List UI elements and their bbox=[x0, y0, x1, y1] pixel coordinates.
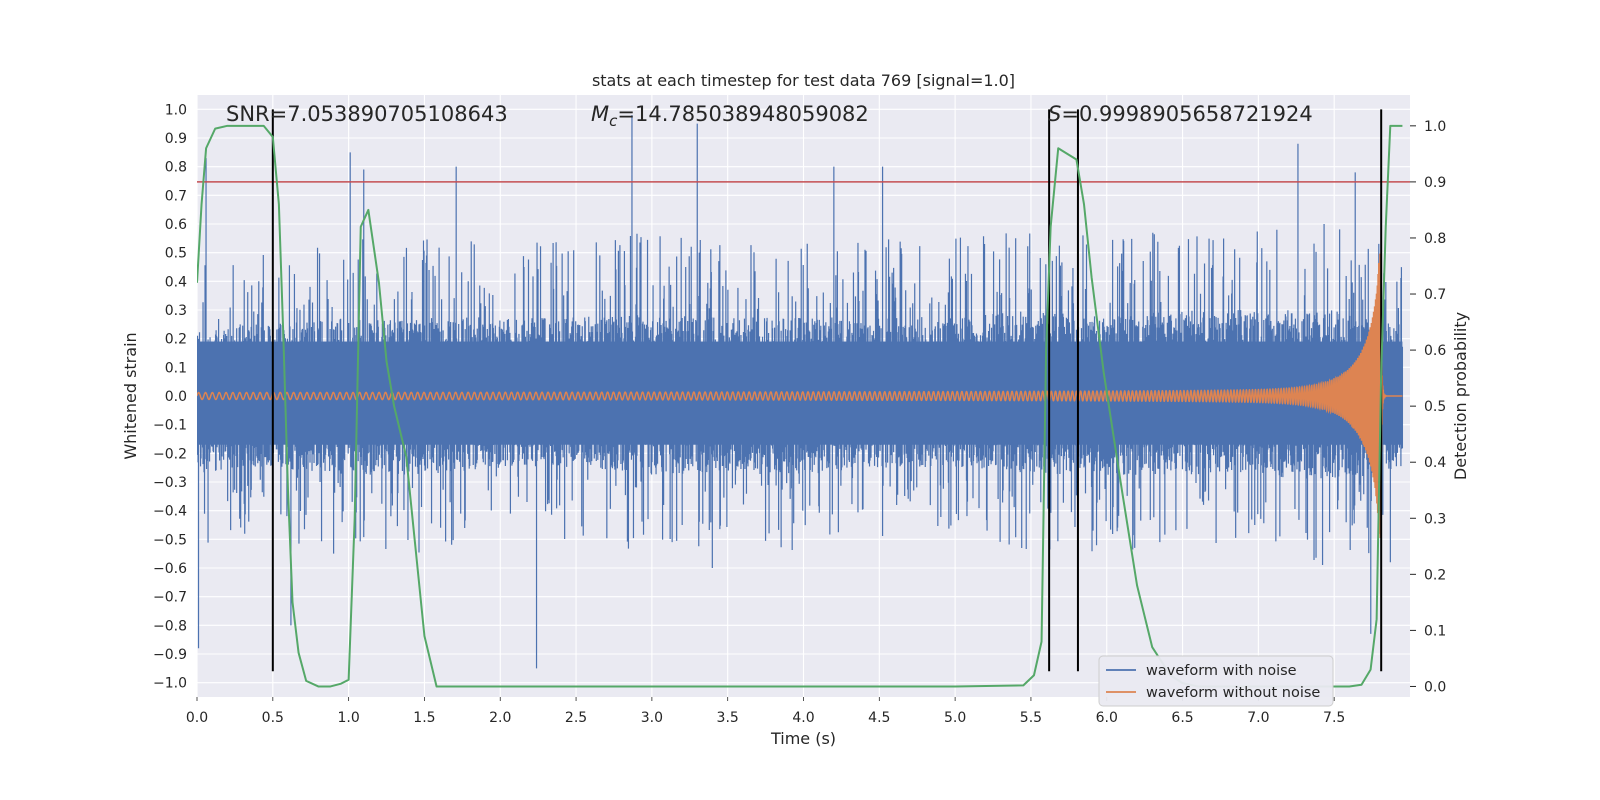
legend-label-noise: waveform with noise bbox=[1146, 663, 1297, 679]
y-tick-label: −0.4 bbox=[153, 504, 187, 520]
y-tick-label: −0.6 bbox=[153, 561, 187, 577]
chirp-mass-annotation: Mc=14.785038948059082 bbox=[591, 102, 869, 130]
x-tick-label: 3.5 bbox=[717, 710, 739, 726]
y2-axis-label: Detection probability bbox=[1451, 312, 1470, 480]
y-tick-label: 0.4 bbox=[165, 274, 187, 290]
x-tick-label: 0.5 bbox=[262, 710, 284, 726]
chirp-mass-symbol: M bbox=[591, 102, 609, 126]
x-tick-label: 6.0 bbox=[1096, 710, 1118, 726]
axes-ticks: 0.0 0.5 1.0 1.5 2.0 2.5 3.0 3.5 4.0 4.5 5.0 5.5 6.0 6… bbox=[153, 102, 1446, 726]
y-tick-label: 0.1 bbox=[165, 360, 187, 376]
series-waveform-without-noise bbox=[197, 253, 1403, 539]
x-tick-label: 7.5 bbox=[1323, 710, 1345, 726]
score-symbol: S bbox=[1048, 102, 1061, 126]
chart-title: stats at each timestep for test data 769… bbox=[592, 71, 1015, 90]
y-axis-label: Whitened strain bbox=[121, 332, 140, 459]
x-tick-label: 5.0 bbox=[944, 710, 966, 726]
legend-label-clean: waveform without noise bbox=[1146, 685, 1320, 701]
y2-tick-label: 0.3 bbox=[1424, 511, 1446, 527]
y2-tick-label: 0.2 bbox=[1424, 567, 1446, 583]
score-value: =0.9998905658721924 bbox=[1061, 102, 1312, 126]
y-tick-label: 0.5 bbox=[165, 246, 187, 262]
y-tick-label: −0.2 bbox=[153, 446, 187, 462]
y-tick-label: 0.6 bbox=[165, 217, 187, 233]
x-tick-label: 3.0 bbox=[641, 710, 663, 726]
plot-area bbox=[197, 109, 1410, 688]
y-tick-label: −0.9 bbox=[153, 647, 187, 663]
x-tick-label: 2.5 bbox=[565, 710, 587, 726]
y2-tick-label: 0.4 bbox=[1424, 455, 1446, 471]
y-tick-label: 0.8 bbox=[165, 160, 187, 176]
legend-box bbox=[1098, 655, 1334, 707]
y2-tick-label: 0.9 bbox=[1424, 175, 1446, 191]
y-tick-label: 0.7 bbox=[165, 188, 187, 204]
x-tick-label: 2.0 bbox=[489, 710, 511, 726]
y2-tick-label: 0.8 bbox=[1424, 231, 1446, 247]
y2-tick-label: 0.6 bbox=[1424, 343, 1446, 359]
x-tick-label: 5.5 bbox=[1020, 710, 1042, 726]
x-tick-label: 1.5 bbox=[413, 710, 435, 726]
y2-tick-label: 1.0 bbox=[1424, 119, 1446, 135]
chirp-mass-subscript: c bbox=[609, 112, 618, 130]
chirp-mass-value: =14.785038948059082 bbox=[617, 102, 868, 126]
x-axis-label: Time (s) bbox=[770, 729, 836, 748]
y-tick-label: 0.2 bbox=[165, 332, 187, 348]
snr-annotation: SNR=7.053890705108643 bbox=[226, 102, 508, 126]
y-tick-label: 1.0 bbox=[165, 102, 187, 118]
x-tick-label: 6.5 bbox=[1171, 710, 1193, 726]
y-tick-label: 0.0 bbox=[165, 389, 187, 405]
y2-tick-label: 0.5 bbox=[1424, 399, 1446, 415]
y-tick-label: −0.3 bbox=[153, 475, 187, 491]
x-tick-label: 1.0 bbox=[337, 710, 359, 726]
y-tick-label: 0.3 bbox=[165, 303, 187, 319]
y-tick-label: −0.1 bbox=[153, 418, 187, 434]
score-annotation: S=0.9998905658721924 bbox=[1048, 102, 1313, 126]
y2-tick-label: 0.0 bbox=[1424, 679, 1446, 695]
legend: waveform with noise waveform without noi… bbox=[1098, 655, 1334, 707]
x-tick-label: 0.0 bbox=[186, 710, 208, 726]
y-tick-label: −0.7 bbox=[153, 590, 187, 606]
y-tick-label: −0.8 bbox=[153, 618, 187, 634]
x-tick-label: 4.0 bbox=[792, 710, 814, 726]
y-tick-label: −1.0 bbox=[153, 676, 187, 692]
y2-tick-label: 0.1 bbox=[1424, 623, 1446, 639]
y-tick-label: −0.5 bbox=[153, 532, 187, 548]
y-tick-label: 0.9 bbox=[165, 131, 187, 147]
x-tick-label: 7.0 bbox=[1247, 710, 1269, 726]
y2-tick-label: 0.7 bbox=[1424, 287, 1446, 303]
x-tick-label: 4.5 bbox=[868, 710, 890, 726]
